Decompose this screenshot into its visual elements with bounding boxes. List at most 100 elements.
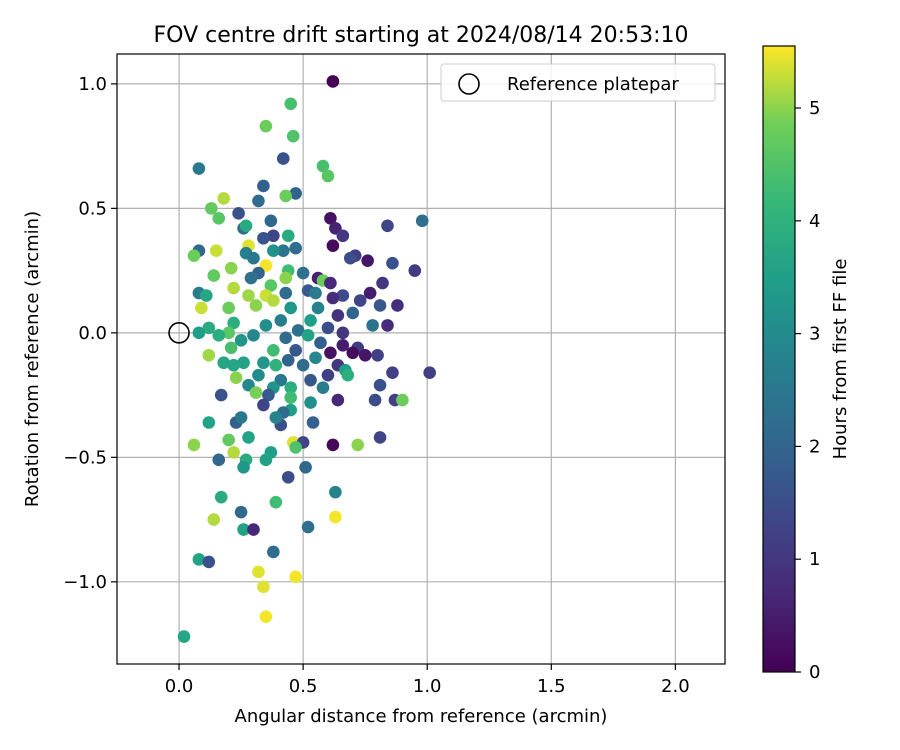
data-point bbox=[321, 169, 335, 183]
data-point bbox=[192, 162, 206, 175]
data-point bbox=[237, 461, 250, 474]
data-point bbox=[259, 119, 273, 133]
data-point bbox=[262, 388, 275, 402]
data-point bbox=[237, 523, 250, 536]
data-point bbox=[353, 294, 367, 307]
data-point bbox=[195, 301, 208, 315]
y-tick-label: 0.5 bbox=[78, 198, 107, 219]
data-point bbox=[234, 411, 248, 424]
data-point bbox=[217, 356, 231, 370]
data-point bbox=[207, 269, 221, 282]
data-point bbox=[227, 358, 240, 372]
data-point bbox=[316, 381, 330, 394]
data-point bbox=[281, 353, 295, 367]
data-point bbox=[381, 319, 394, 332]
data-point bbox=[368, 393, 382, 407]
data-point bbox=[212, 212, 226, 225]
data-point bbox=[222, 326, 235, 340]
data-point bbox=[247, 523, 260, 536]
data-point bbox=[386, 366, 399, 379]
data-point bbox=[267, 244, 280, 257]
colorbar-tick-label: 0 bbox=[809, 662, 820, 683]
data-point bbox=[264, 214, 278, 228]
data-point bbox=[205, 202, 218, 215]
data-point bbox=[391, 299, 404, 312]
data-point bbox=[252, 194, 265, 208]
data-point bbox=[229, 371, 243, 384]
data-point bbox=[309, 286, 322, 300]
data-point bbox=[222, 433, 235, 447]
data-point bbox=[242, 431, 255, 444]
colorbar-tick-label: 4 bbox=[809, 211, 820, 232]
data-point bbox=[361, 254, 374, 267]
legend-entry-reference-platepar: Reference platepar bbox=[507, 74, 679, 95]
colorbar-gradient bbox=[762, 45, 796, 673]
data-point bbox=[423, 366, 436, 379]
data-point bbox=[373, 431, 387, 444]
data-point bbox=[311, 301, 325, 315]
plot-frame bbox=[116, 53, 726, 665]
data-point bbox=[299, 461, 312, 474]
data-point bbox=[408, 264, 422, 277]
data-point bbox=[202, 348, 216, 362]
x-tick-label: 0.0 bbox=[165, 676, 194, 697]
data-point bbox=[200, 289, 213, 302]
data-point bbox=[192, 326, 206, 340]
data-point bbox=[366, 319, 379, 332]
data-point bbox=[329, 510, 342, 524]
data-point bbox=[284, 301, 298, 315]
data-point bbox=[237, 356, 250, 370]
data-point bbox=[234, 334, 248, 347]
data-point bbox=[227, 281, 240, 295]
data-point bbox=[341, 368, 355, 382]
data-point bbox=[329, 485, 342, 499]
x-axis-label: Angular distance from reference (arcmin) bbox=[235, 706, 608, 727]
data-point bbox=[222, 301, 235, 315]
scatter-points bbox=[177, 75, 436, 643]
data-point bbox=[257, 580, 270, 594]
data-point bbox=[296, 266, 310, 280]
data-point bbox=[351, 438, 365, 452]
x-tick-label: 1.5 bbox=[537, 676, 566, 697]
colorbar-tick-label: 3 bbox=[809, 324, 820, 345]
data-point bbox=[324, 212, 337, 225]
data-point bbox=[259, 610, 273, 623]
data-point bbox=[252, 565, 265, 579]
data-point bbox=[264, 279, 278, 292]
data-point bbox=[336, 326, 350, 340]
colorbar-label: Hours from first FF file bbox=[830, 259, 851, 460]
reference-platepar-marker bbox=[168, 322, 190, 344]
data-point bbox=[289, 570, 302, 584]
data-point bbox=[289, 187, 302, 200]
data-point bbox=[386, 256, 399, 270]
data-point bbox=[304, 314, 317, 327]
data-point bbox=[202, 321, 216, 335]
y-tick-label: −1.0 bbox=[63, 572, 107, 593]
data-point bbox=[212, 453, 226, 467]
data-point bbox=[304, 396, 317, 409]
data-point bbox=[321, 368, 335, 382]
data-point bbox=[214, 490, 228, 504]
x-tick-label: 1.0 bbox=[413, 676, 442, 697]
data-point bbox=[321, 321, 335, 335]
data-point bbox=[239, 219, 253, 233]
data-point bbox=[279, 271, 293, 285]
data-point bbox=[289, 343, 302, 357]
data-point bbox=[381, 219, 394, 233]
x-tick-label: 2.0 bbox=[661, 676, 690, 697]
data-point bbox=[247, 251, 260, 265]
data-point bbox=[257, 398, 270, 412]
data-point bbox=[259, 453, 273, 467]
data-point bbox=[284, 381, 298, 394]
legend: Reference platepar bbox=[440, 63, 716, 102]
data-point bbox=[326, 438, 340, 452]
data-point bbox=[301, 520, 315, 534]
data-point bbox=[257, 231, 270, 245]
data-point bbox=[314, 336, 327, 350]
data-point bbox=[217, 192, 231, 205]
data-point bbox=[289, 441, 302, 454]
data-point bbox=[373, 378, 387, 392]
data-point bbox=[336, 229, 350, 243]
data-point bbox=[281, 229, 295, 243]
data-point bbox=[267, 343, 280, 357]
